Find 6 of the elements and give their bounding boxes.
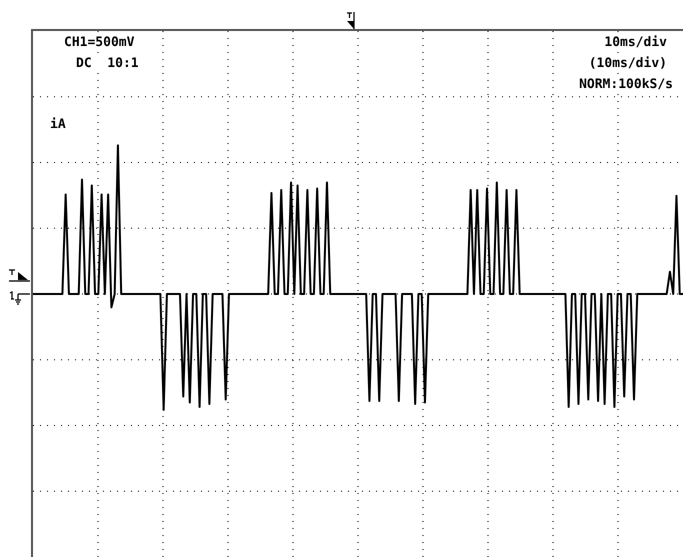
- text: DC 10:1: [74, 56, 141, 72]
- text: CH1=500mV: [62, 35, 136, 51]
- text: iA: [48, 117, 68, 133]
- text: (10ms/div): [586, 56, 669, 72]
- text: NORM:100kS/s: [577, 77, 675, 93]
- text: 10ms/div: [602, 35, 669, 51]
